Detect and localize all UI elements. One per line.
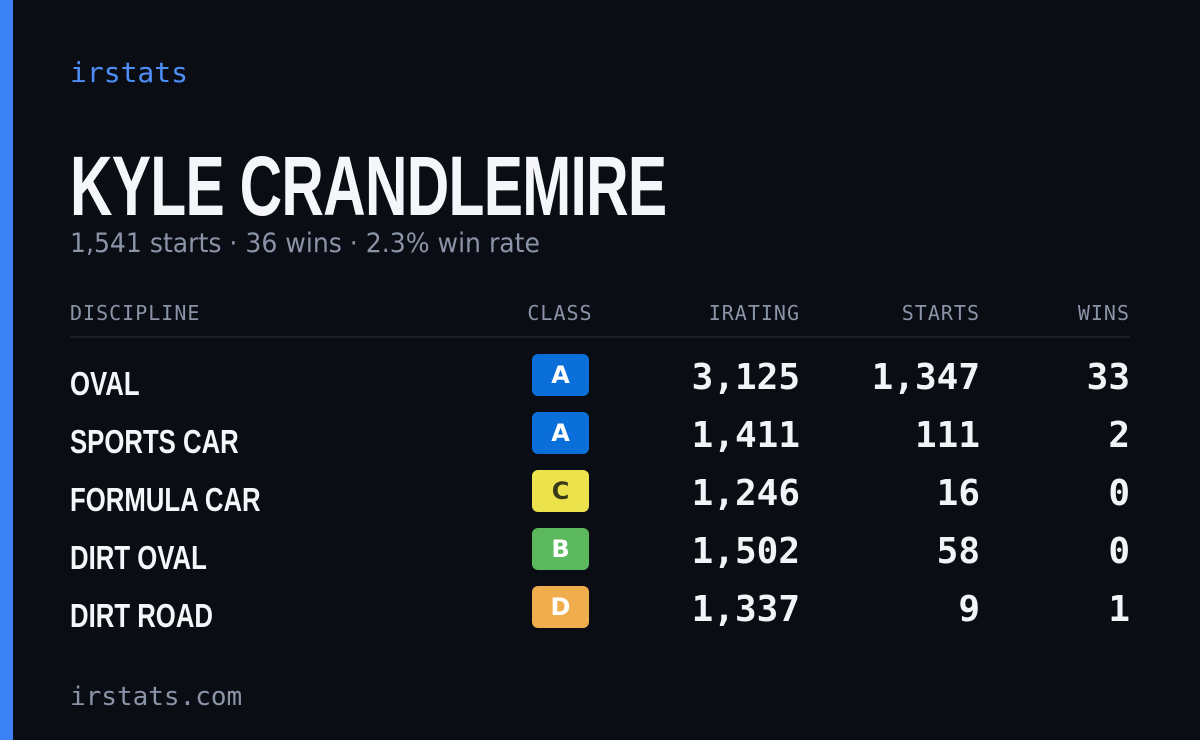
discipline: OVAL — [70, 365, 140, 402]
brand: irstats — [70, 56, 189, 89]
wins: 2 — [1108, 415, 1130, 456]
irating: 1,411 — [691, 415, 800, 456]
starts: 9 — [958, 589, 980, 630]
column-header: STARTS — [901, 301, 980, 325]
starts: 58 — [936, 531, 980, 572]
column-header: CLASS — [527, 301, 593, 325]
starts: 111 — [914, 415, 980, 456]
class-badge: C — [532, 470, 589, 512]
class-badge: B — [532, 528, 589, 570]
column-header: WINS — [1077, 301, 1130, 325]
class-badge: A — [532, 354, 589, 396]
wins: 33 — [1086, 357, 1130, 398]
column-header: DISCIPLINE — [70, 301, 201, 325]
accent-bar — [0, 0, 13, 740]
irating: 3,125 — [691, 357, 800, 398]
discipline: FORMULA CAR — [70, 481, 261, 518]
irating: 1,337 — [691, 589, 800, 630]
header-rule — [70, 336, 1130, 338]
irating: 1,246 — [691, 473, 800, 514]
class-badge: A — [532, 412, 589, 454]
discipline: SPORTS CAR — [70, 423, 239, 460]
wins: 0 — [1108, 473, 1130, 514]
discipline: DIRT ROAD — [70, 597, 213, 634]
starts: 1,347 — [871, 357, 980, 398]
wins: 1 — [1108, 589, 1130, 630]
footer: irstats.com — [70, 682, 243, 712]
column-header: IRATING — [708, 301, 800, 325]
class-badge: D — [532, 586, 589, 628]
discipline: DIRT OVAL — [70, 539, 207, 576]
starts: 16 — [936, 473, 980, 514]
subtitle: 1,541 starts · 36 wins · 2.3% win rate — [70, 228, 540, 259]
driver-name: KYLE CRANDLEMIRE — [70, 139, 667, 233]
irating: 1,502 — [691, 531, 800, 572]
wins: 0 — [1108, 531, 1130, 572]
